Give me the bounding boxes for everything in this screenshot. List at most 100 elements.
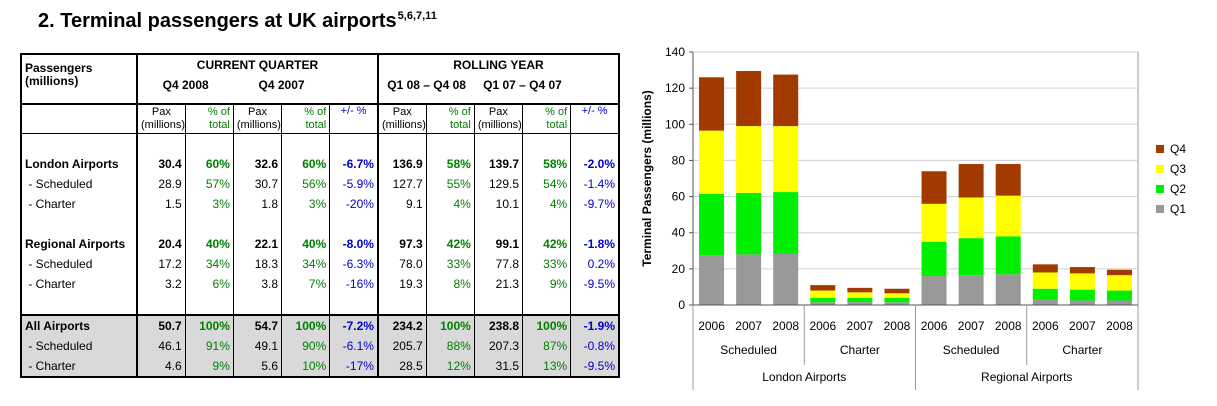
subheader-pax-line1: Pax bbox=[392, 106, 412, 118]
bar-segment-q4 bbox=[1032, 264, 1058, 273]
share-cell: 57% bbox=[184, 174, 234, 194]
table-row: Passengers CURRENT QUARTER ROLLING YEAR bbox=[20, 53, 621, 75]
bar-segment-q1 bbox=[699, 255, 725, 305]
subheader-pax: Pax (millions) bbox=[232, 104, 282, 134]
table-row: - Scheduled 17.2 34% 18.3 34% -6.3% 78.0 33% 77.… bbox=[20, 254, 621, 274]
y-tick-label: 60 bbox=[672, 190, 686, 204]
table-cell bbox=[281, 214, 330, 234]
subheader-pct: % of total bbox=[425, 104, 475, 134]
pax-cell: 97.3 bbox=[376, 234, 427, 254]
x-tick-label: 2008 bbox=[995, 319, 1022, 333]
subheader-pct-line1: % of bbox=[207, 106, 230, 118]
pax-cell: 3.2 bbox=[135, 274, 186, 294]
share-cell: 58% bbox=[425, 154, 475, 174]
table-cell bbox=[426, 95, 475, 105]
subheader-pct-line1: % of bbox=[545, 106, 568, 118]
group-header-rolling-year: ROLLING YEAR bbox=[376, 53, 621, 75]
subheader-pax-line2: (millions) bbox=[381, 119, 426, 131]
pax-cell: 1.5 bbox=[135, 194, 186, 214]
bar-segment-q1 bbox=[773, 253, 799, 305]
bar-segment-q3 bbox=[1106, 275, 1132, 291]
pax-cell: 28.5 bbox=[376, 356, 427, 378]
bar-segment-q4 bbox=[699, 77, 725, 131]
pax-cell: 50.7 bbox=[135, 315, 186, 336]
table-row bbox=[20, 133, 621, 154]
pax-cell: 238.8 bbox=[473, 315, 523, 336]
x-group-label: Charter bbox=[1062, 343, 1102, 357]
pax-cell: 136.9 bbox=[376, 154, 427, 174]
change-cell: -17% bbox=[329, 356, 379, 378]
subheader-pct: % of total bbox=[521, 104, 571, 134]
subheader-pct-line2: total bbox=[546, 119, 568, 131]
share-cell: 10% bbox=[281, 356, 330, 378]
share-cell: 34% bbox=[281, 254, 330, 274]
table-cell bbox=[474, 95, 523, 105]
change-cell: -2.0% bbox=[570, 154, 621, 174]
table-cell bbox=[20, 294, 137, 316]
bar-segment-q1 bbox=[921, 276, 947, 305]
bar-segment-q3 bbox=[921, 203, 947, 242]
passengers-table: Passengers CURRENT QUARTER ROLLING YEAR (mi… bbox=[20, 53, 621, 378]
y-tick-label: 140 bbox=[665, 45, 685, 59]
subheader-pct: % of total bbox=[184, 104, 234, 134]
title-footnote-refs: 5,6,7,11 bbox=[397, 10, 437, 23]
bar-segment-q4 bbox=[773, 74, 799, 127]
y-axis-label: Terminal Passengers (millions) bbox=[640, 90, 654, 267]
row-label: - Charter bbox=[20, 194, 137, 214]
subheader-pct-line2: total bbox=[450, 119, 471, 131]
legend-label-q1: Q1 bbox=[1170, 202, 1186, 216]
pax-cell: 49.1 bbox=[232, 336, 282, 356]
pax-cell: 46.1 bbox=[135, 336, 186, 356]
table-row: - Charter 4.6 9% 5.6 10% -17% 28.5 12% 31.5 13% -9… bbox=[20, 356, 621, 378]
bar-segment-q3 bbox=[773, 126, 799, 193]
share-cell: 100% bbox=[425, 315, 475, 336]
share-cell: 91% bbox=[184, 336, 234, 356]
pax-cell: 20.4 bbox=[135, 234, 186, 254]
pax-cell: 31.5 bbox=[473, 356, 523, 378]
bar-segment-q4 bbox=[810, 285, 836, 291]
subheader-pax: Pax (millions) bbox=[135, 104, 186, 134]
pax-cell: 5.6 bbox=[232, 356, 282, 378]
share-cell: 100% bbox=[521, 315, 571, 336]
pax-cell: 17.2 bbox=[135, 254, 186, 274]
subheader-pax: Pax (millions) bbox=[376, 104, 427, 134]
pax-cell: 129.5 bbox=[473, 174, 523, 194]
legend-label-q4: Q4 bbox=[1170, 142, 1186, 156]
pax-cell: 32.6 bbox=[232, 154, 282, 174]
bar-segment-q3 bbox=[995, 195, 1021, 237]
bar-segment-q2 bbox=[958, 238, 984, 276]
table-cell bbox=[521, 214, 571, 234]
x-tick-label: 2007 bbox=[1069, 319, 1096, 333]
pax-cell: 234.2 bbox=[376, 315, 427, 336]
x-supergroup-label: Regional Airports bbox=[981, 370, 1072, 384]
y-tick-label: 80 bbox=[672, 153, 686, 167]
bar-segment-q2 bbox=[773, 192, 799, 254]
table-cell bbox=[570, 214, 621, 234]
bar-segment-q2 bbox=[699, 193, 725, 256]
bar-segment-q4 bbox=[736, 70, 762, 127]
share-cell: 42% bbox=[425, 234, 475, 254]
legend-swatch-q2 bbox=[1156, 185, 1164, 193]
bar-segment-q4 bbox=[847, 287, 873, 293]
pax-cell: 1.8 bbox=[232, 194, 282, 214]
y-tick-label: 40 bbox=[672, 226, 686, 240]
group-header-current-quarter: CURRENT QUARTER bbox=[136, 53, 379, 75]
change-cell: -1.9% bbox=[570, 315, 621, 336]
share-cell: 34% bbox=[184, 254, 234, 274]
bar-segment-q3 bbox=[810, 290, 836, 298]
table-cell bbox=[473, 214, 523, 234]
pax-cell: 78.0 bbox=[376, 254, 427, 274]
table-cell bbox=[329, 294, 379, 316]
table-cell bbox=[20, 214, 137, 234]
table-cell bbox=[329, 75, 379, 95]
table-cell bbox=[281, 95, 330, 105]
y-tick-label: 0 bbox=[678, 298, 685, 312]
share-cell: 42% bbox=[521, 234, 571, 254]
period-header: Q4 2008 bbox=[135, 75, 234, 95]
table-cell bbox=[329, 95, 379, 105]
share-cell: 88% bbox=[425, 336, 475, 356]
subheader-pax-line1: Pax bbox=[151, 106, 171, 118]
table-cell bbox=[135, 95, 186, 105]
table-row: (millions) Q4 2008 Q4 2007 Q1 08 – Q4 08 Q1 … bbox=[20, 75, 621, 95]
table-cell bbox=[570, 75, 621, 95]
